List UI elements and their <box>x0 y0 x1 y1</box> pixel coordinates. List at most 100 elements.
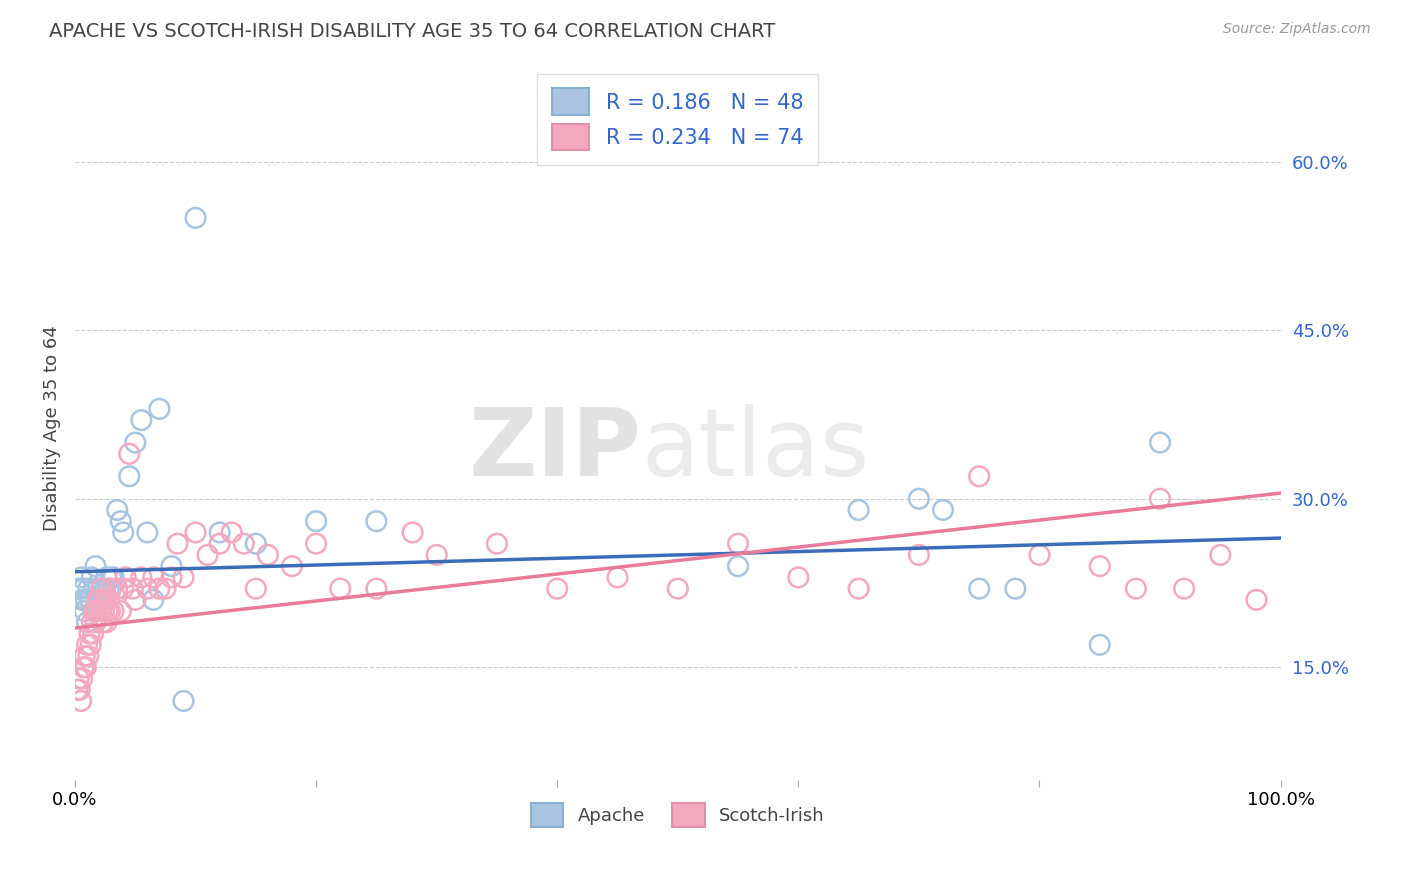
Point <box>1125 582 1147 596</box>
Point <box>136 582 159 596</box>
Point <box>727 537 749 551</box>
Point <box>97 604 120 618</box>
Point <box>305 514 328 528</box>
Point <box>366 582 388 596</box>
Point <box>84 559 107 574</box>
Point <box>281 559 304 574</box>
Point <box>485 537 508 551</box>
Text: atlas: atlas <box>641 403 870 496</box>
Point <box>66 682 89 697</box>
Point <box>70 672 93 686</box>
Point <box>124 435 146 450</box>
Y-axis label: Disability Age 35 to 64: Disability Age 35 to 64 <box>44 326 60 532</box>
Point <box>208 525 231 540</box>
Point <box>84 615 107 630</box>
Point <box>90 582 112 596</box>
Point <box>131 570 153 584</box>
Point <box>148 401 170 416</box>
Point <box>184 525 207 540</box>
Point <box>73 648 96 663</box>
Point <box>94 582 117 596</box>
Point <box>329 582 352 596</box>
Point <box>426 548 449 562</box>
Point <box>83 604 105 618</box>
Point <box>160 559 183 574</box>
Point <box>79 638 101 652</box>
Point <box>72 582 94 596</box>
Point <box>967 582 990 596</box>
Point <box>76 615 98 630</box>
Point <box>787 570 810 584</box>
Point <box>166 537 188 551</box>
Point <box>305 537 328 551</box>
Point <box>160 570 183 584</box>
Point <box>184 211 207 225</box>
Point <box>82 626 104 640</box>
Point <box>546 582 568 596</box>
Text: APACHE VS SCOTCH-IRISH DISABILITY AGE 35 TO 64 CORRELATION CHART: APACHE VS SCOTCH-IRISH DISABILITY AGE 35… <box>49 22 776 41</box>
Point <box>908 491 931 506</box>
Point <box>114 570 136 584</box>
Point <box>245 537 267 551</box>
Point <box>110 514 132 528</box>
Point <box>67 672 90 686</box>
Point <box>70 570 93 584</box>
Point <box>1004 582 1026 596</box>
Point <box>93 604 115 618</box>
Point <box>103 604 125 618</box>
Point <box>848 582 870 596</box>
Point <box>79 626 101 640</box>
Point <box>131 413 153 427</box>
Point <box>173 694 195 708</box>
Point <box>606 570 628 584</box>
Point <box>96 570 118 584</box>
Point <box>666 582 689 596</box>
Point <box>1246 592 1268 607</box>
Point <box>75 592 97 607</box>
Point <box>79 592 101 607</box>
Point <box>80 615 103 630</box>
Point <box>97 582 120 596</box>
Point <box>82 604 104 618</box>
Point <box>221 525 243 540</box>
Point <box>80 570 103 584</box>
Point <box>967 469 990 483</box>
Point <box>67 582 90 596</box>
Text: ZIP: ZIP <box>468 403 641 496</box>
Point <box>366 514 388 528</box>
Point <box>72 660 94 674</box>
Point <box>1088 638 1111 652</box>
Point <box>932 503 955 517</box>
Point <box>86 604 108 618</box>
Point <box>155 582 177 596</box>
Point <box>1173 582 1195 596</box>
Point <box>110 604 132 618</box>
Point <box>94 592 117 607</box>
Point <box>727 559 749 574</box>
Point <box>100 582 122 596</box>
Point <box>103 570 125 584</box>
Point <box>122 582 145 596</box>
Point <box>100 570 122 584</box>
Point <box>105 582 128 596</box>
Point <box>257 548 280 562</box>
Point <box>91 615 114 630</box>
Point <box>232 537 254 551</box>
Point <box>173 570 195 584</box>
Point <box>70 694 93 708</box>
Point <box>105 503 128 517</box>
Point <box>87 582 110 596</box>
Point <box>77 648 100 663</box>
Point <box>908 548 931 562</box>
Point <box>142 570 165 584</box>
Point <box>136 525 159 540</box>
Point <box>76 638 98 652</box>
Point <box>69 682 91 697</box>
Point <box>1209 548 1232 562</box>
Point <box>87 592 110 607</box>
Point <box>112 525 135 540</box>
Point <box>79 592 101 607</box>
Point <box>124 592 146 607</box>
Point <box>73 604 96 618</box>
Point <box>848 503 870 517</box>
